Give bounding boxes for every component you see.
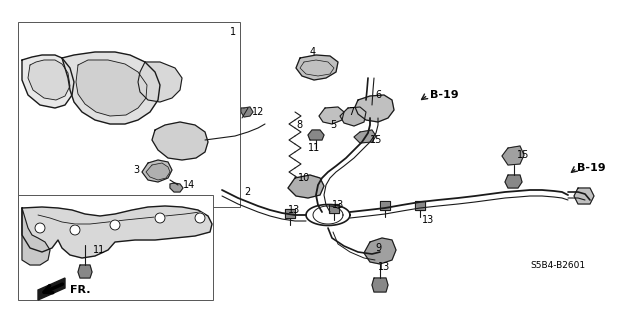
Text: 3: 3 [133, 165, 139, 175]
Text: 8: 8 [296, 120, 302, 130]
Circle shape [70, 225, 80, 235]
Polygon shape [574, 188, 594, 204]
Polygon shape [78, 265, 92, 278]
Polygon shape [62, 52, 160, 124]
Polygon shape [28, 60, 70, 100]
Polygon shape [288, 175, 324, 198]
Polygon shape [22, 208, 50, 265]
Text: 11: 11 [93, 245, 105, 255]
Text: 13: 13 [378, 262, 390, 272]
Polygon shape [415, 201, 425, 210]
Polygon shape [241, 107, 253, 117]
Circle shape [110, 220, 120, 230]
Text: FR.: FR. [70, 285, 90, 295]
Text: B-19: B-19 [577, 163, 605, 173]
Text: 15: 15 [517, 150, 529, 160]
Polygon shape [76, 60, 147, 116]
Bar [18, 22, 240, 207]
Text: 15: 15 [370, 135, 382, 145]
Text: S5B4-B2601: S5B4-B2601 [530, 261, 585, 270]
Text: 1: 1 [230, 27, 236, 37]
Polygon shape [505, 175, 522, 188]
Polygon shape [355, 95, 394, 122]
Polygon shape [152, 122, 208, 160]
Circle shape [155, 213, 165, 223]
Text: 10: 10 [298, 173, 310, 183]
Polygon shape [329, 204, 339, 213]
Text: 2: 2 [244, 187, 250, 197]
Text: 13: 13 [422, 215, 435, 225]
Text: B-19: B-19 [430, 90, 459, 100]
Text: 14: 14 [183, 180, 195, 190]
Text: 11: 11 [308, 143, 320, 153]
Text: 9: 9 [375, 243, 381, 253]
Polygon shape [296, 55, 338, 80]
Text: 13: 13 [288, 205, 300, 215]
Polygon shape [22, 55, 74, 108]
Polygon shape [38, 278, 65, 300]
Text: 7: 7 [348, 107, 355, 117]
Polygon shape [380, 201, 390, 210]
Text: 6: 6 [375, 90, 381, 100]
Polygon shape [308, 130, 324, 140]
Polygon shape [502, 146, 524, 165]
Polygon shape [142, 160, 172, 182]
Polygon shape [138, 62, 182, 102]
Circle shape [195, 213, 205, 223]
Text: 13: 13 [332, 200, 344, 210]
Polygon shape [354, 130, 376, 143]
Circle shape [35, 223, 45, 233]
Polygon shape [170, 183, 183, 192]
Bar [18, 195, 213, 300]
Polygon shape [319, 107, 344, 124]
Text: 4: 4 [310, 47, 316, 57]
Polygon shape [22, 206, 212, 258]
Polygon shape [372, 278, 388, 292]
Text: 12: 12 [252, 107, 264, 117]
Polygon shape [146, 163, 170, 180]
Polygon shape [340, 107, 366, 126]
Polygon shape [364, 238, 396, 264]
Text: 5: 5 [330, 120, 336, 130]
Polygon shape [285, 209, 295, 218]
